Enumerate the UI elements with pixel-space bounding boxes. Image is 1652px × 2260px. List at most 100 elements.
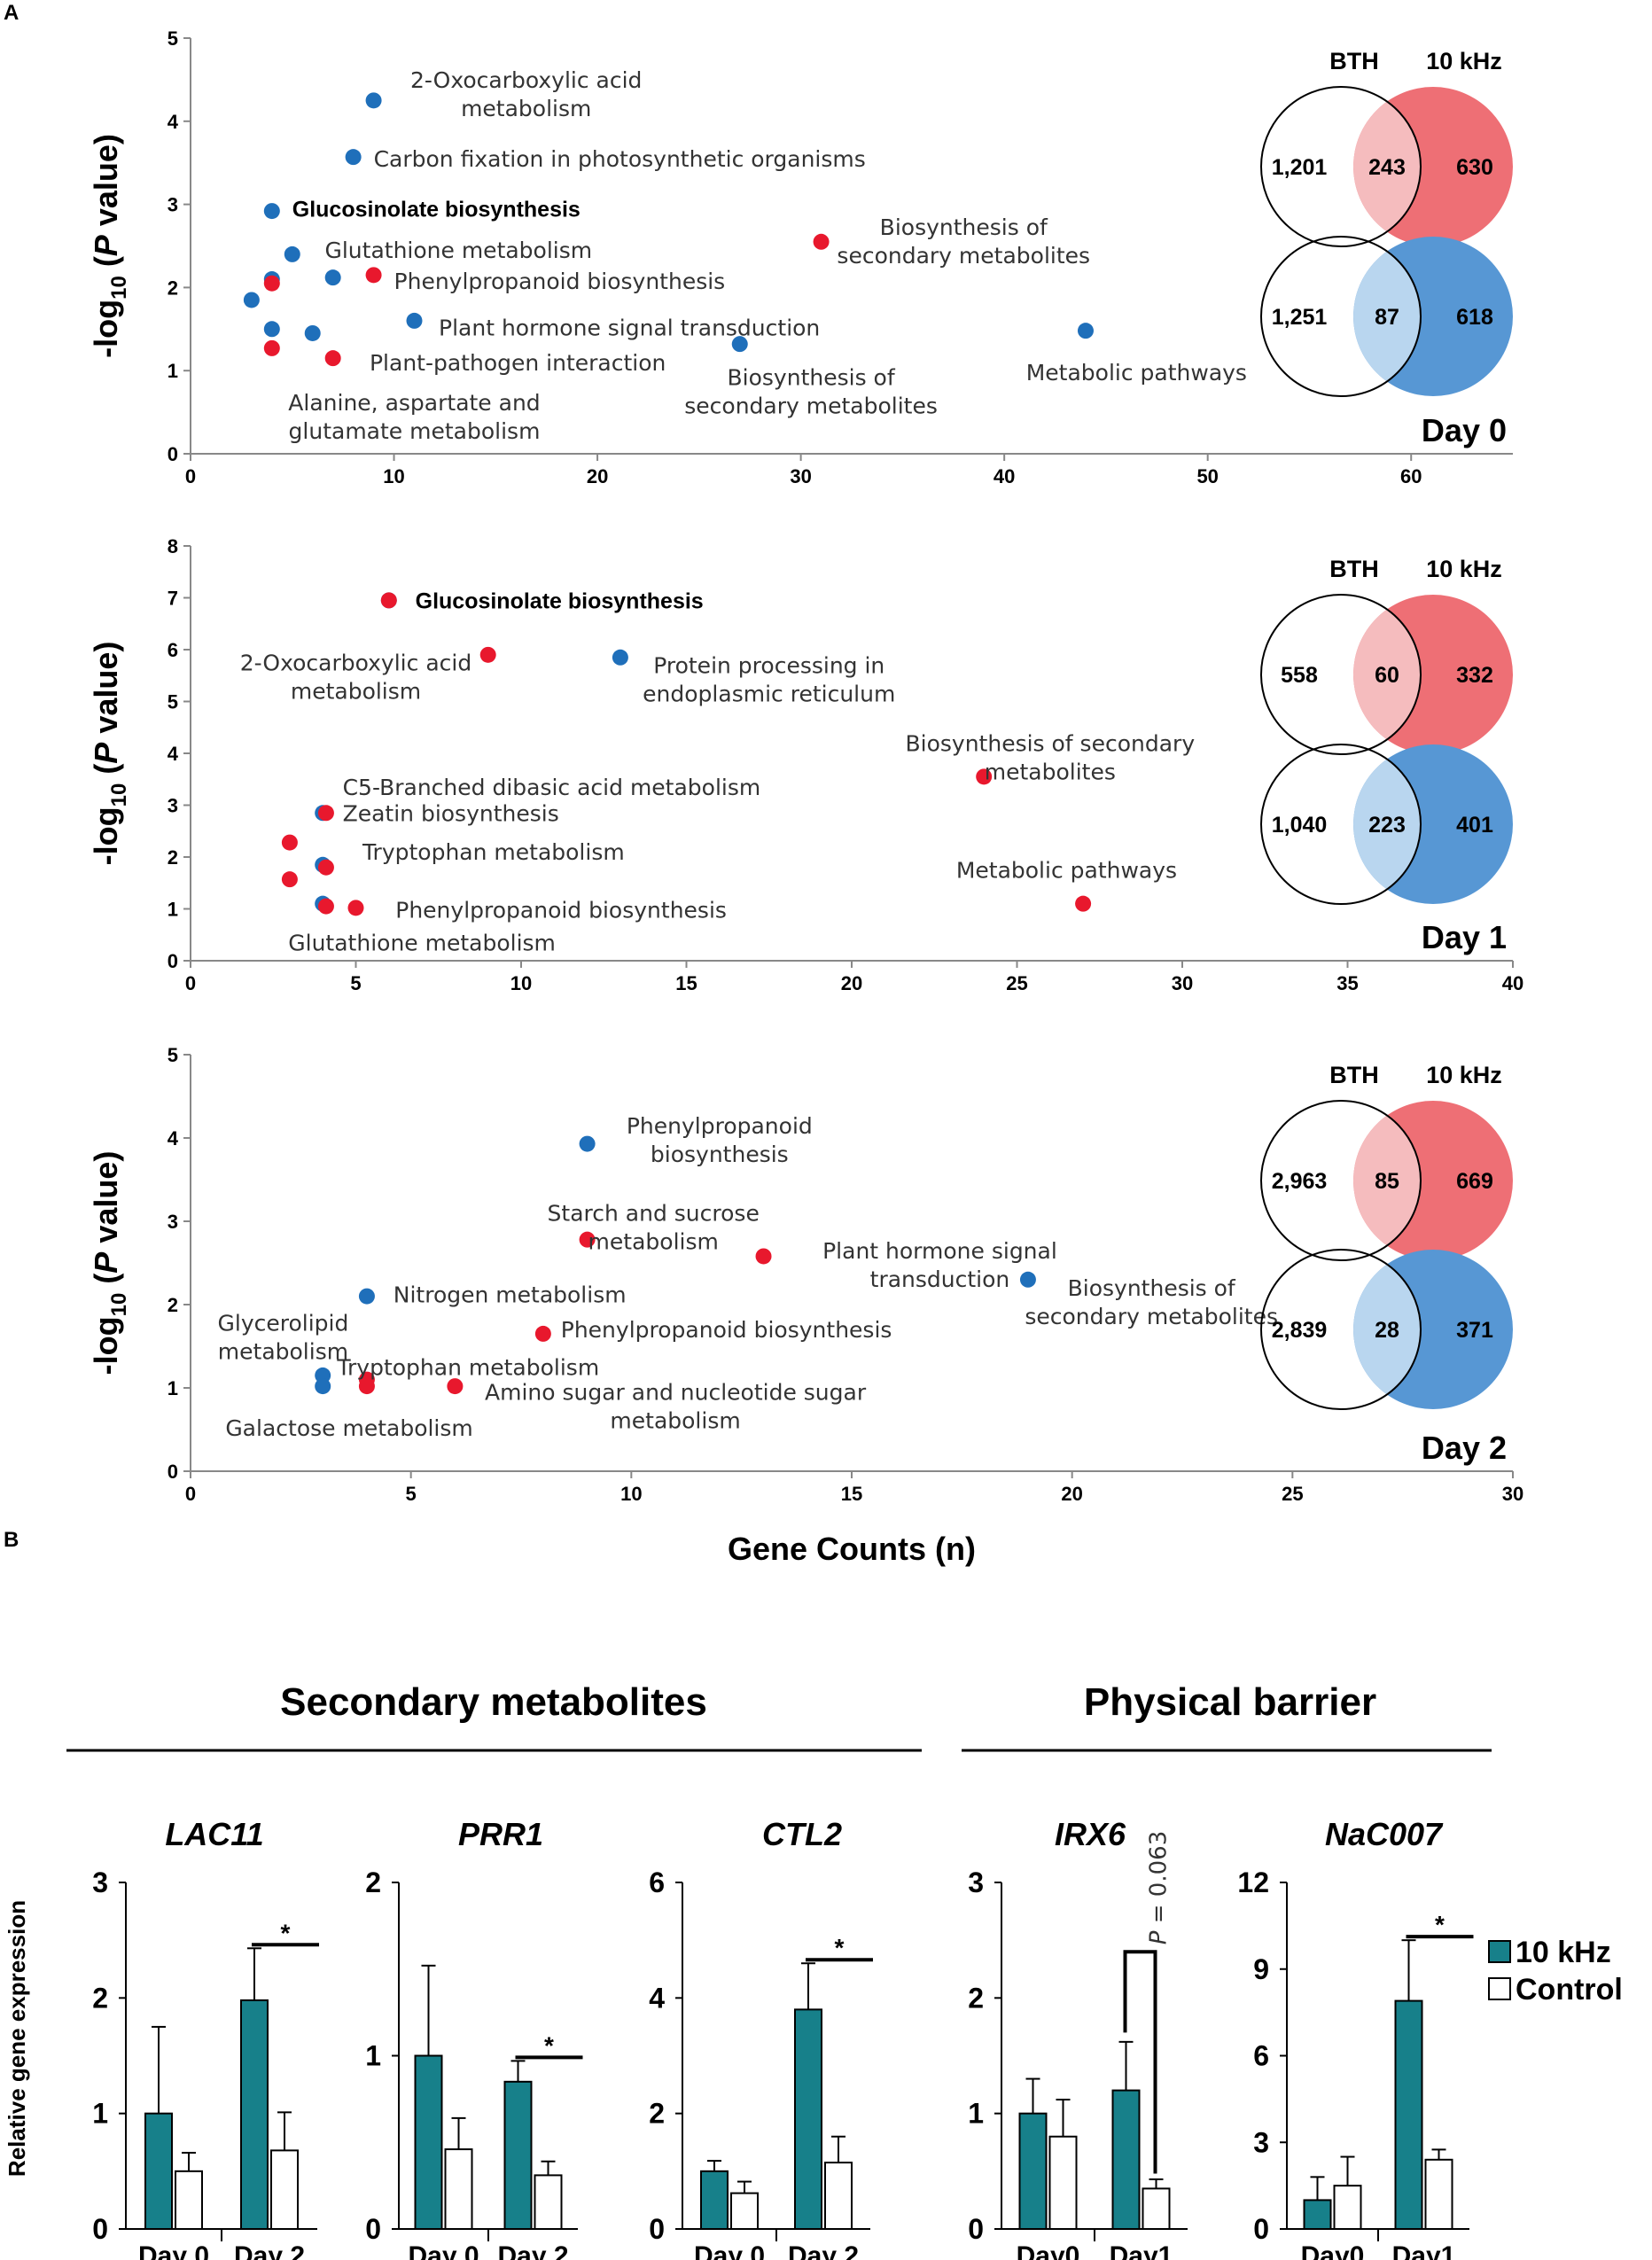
bar-panels: Secondary metabolites Physical barrier Rel…: [4, 1680, 1623, 2260]
gene-title: LAC11: [165, 1816, 263, 1852]
annotation-label: Glycerolipid: [218, 1311, 349, 1337]
annotation-label: Zeatin biosynthesis: [343, 800, 559, 826]
venn-overlap-count: 85: [1375, 1169, 1399, 1194]
bar-y-tick-label: 3: [92, 1866, 108, 1898]
venn-overlap: [1353, 87, 1421, 246]
annotation-label: metabolism: [610, 1408, 740, 1434]
y-tick-label: 4: [168, 111, 179, 133]
y-axis-label-main: -log: [88, 1316, 124, 1375]
x-tick-label: 0: [185, 465, 196, 487]
x-tick-label: 0: [185, 1483, 196, 1505]
data-point-red: [263, 275, 280, 292]
data-point-blue: [315, 1378, 331, 1395]
bar-y-tick-label: 12: [1237, 1866, 1269, 1898]
venn-overlap: [1353, 237, 1421, 396]
x-tick-label: 20: [1061, 1483, 1082, 1505]
data-point-blue: [263, 321, 280, 338]
venn-right-count: 618: [1456, 305, 1493, 330]
group-title-physical: Physical barrier: [1084, 1680, 1376, 1724]
data-point-blue: [579, 1135, 596, 1152]
annotation-label: metabolism: [588, 1229, 719, 1255]
x-tick-label: 40: [994, 465, 1015, 487]
bar-control: [270, 2149, 299, 2230]
bar-panel-irx6: IRX6 0 1 2 3 Day0 Day1 P = 0.063: [968, 1816, 1188, 2260]
annotation-label: biosynthesis: [651, 1142, 789, 1167]
day-label: Day 2: [1422, 1430, 1507, 1466]
venn-overlap-count: 60: [1375, 663, 1399, 688]
bar-y-tick-label: 1: [92, 2098, 108, 2130]
annotation-label: C5-Branched dibasic acid metabolism: [343, 775, 761, 800]
annotation-label: transduction: [870, 1266, 1010, 1292]
venn-header-bth: BTH: [1329, 1062, 1379, 1088]
day-label: Day 0: [1422, 412, 1507, 448]
data-point-blue: [345, 149, 362, 166]
x-tick-label: 30: [1172, 972, 1193, 994]
bar-y-tick-label: 0: [1253, 2213, 1269, 2245]
data-point-red: [317, 805, 334, 822]
gene-title: PRR1: [458, 1816, 543, 1852]
data-point-blue: [365, 92, 382, 109]
annotation-label: Plant hormone signal transduction: [439, 315, 820, 340]
bar-category-label: Day1: [1392, 2241, 1456, 2260]
y-axis-label-sub: 10: [107, 1293, 131, 1317]
bar-y-tick-label: 0: [92, 2213, 108, 2245]
x-tick-label: 10: [510, 972, 532, 994]
bar-y-tick-label: 1: [365, 2040, 381, 2072]
legend-label: Control: [1516, 1973, 1623, 2007]
significance-star: *: [835, 1934, 845, 1961]
y-axis-label: -log10 (P value): [88, 1151, 131, 1375]
venn-left-circle: [1260, 744, 1422, 905]
y-tick-label: 8: [168, 535, 178, 557]
annotation-label: Phenylpropanoid biosynthesis: [395, 898, 727, 923]
significance-star: *: [1435, 1911, 1445, 1938]
y-axis-label-paren: (: [88, 256, 124, 276]
bar-10khz: [1111, 2089, 1141, 2231]
data-point-red: [324, 350, 341, 367]
venn-diagram: 2,963 85 669: [1260, 1100, 1513, 1261]
annotation-label: Biosynthesis of: [1068, 1275, 1236, 1301]
bar-control: [1424, 2158, 1453, 2231]
bar-y-tick-label: 0: [968, 2213, 984, 2245]
y-axis-label-paren: (: [88, 1274, 124, 1293]
y-tick-label: 4: [168, 1127, 179, 1149]
data-point-red: [263, 339, 280, 356]
annotation-label: Glucosinolate biosynthesis: [416, 588, 704, 613]
y-tick-label: 0: [168, 1461, 178, 1483]
bar-10khz: [700, 2170, 729, 2230]
bar-10khz: [414, 2054, 443, 2230]
annotation-label: Metabolic pathways: [1026, 360, 1247, 386]
bar-y-tick-label: 3: [968, 1866, 984, 1898]
venn-header-10khz: 10 kHz: [1426, 556, 1502, 582]
data-point-blue: [612, 649, 628, 666]
y-axis-label-p: P: [88, 234, 124, 256]
y-axis-label: -log10 (P value): [88, 642, 131, 866]
annotation-label: secondary metabolites: [684, 394, 938, 419]
y-axis-label-p: P: [88, 1251, 124, 1274]
y-tick-label: 2: [168, 277, 178, 299]
venn-left-circle: [1260, 1249, 1422, 1410]
bar-category-label: Day 2: [234, 2241, 305, 2260]
venn-right-count: 332: [1456, 663, 1493, 688]
annotation-label: Metabolic pathways: [956, 858, 1177, 884]
y-axis-label-sub: 10: [107, 276, 131, 300]
annotation-label: metabolites: [985, 759, 1116, 784]
panel-label-a: A: [4, 1, 19, 25]
bar-10khz: [794, 2008, 822, 2231]
y-axis-label-tail-text: value): [88, 642, 124, 734]
bar-control: [824, 2162, 853, 2231]
venn-left-count: 2,963: [1272, 1169, 1328, 1194]
x-tick-label: 15: [841, 1483, 862, 1505]
y-tick-label: 4: [168, 743, 179, 765]
venn-header-bth: BTH: [1329, 48, 1379, 74]
p-value-space: [1146, 1923, 1173, 1930]
p-value-label: P = 0.063: [1146, 1831, 1173, 1944]
bar-category-label: Day1: [1110, 2241, 1173, 2260]
significance-star: *: [281, 1919, 291, 1946]
venn-overlap: [1353, 1250, 1421, 1409]
data-point-blue: [324, 269, 341, 286]
annotation-label: Phenylpropanoid: [627, 1113, 813, 1139]
annotation-label: Amino sugar and nucleotide sugar: [485, 1380, 867, 1406]
